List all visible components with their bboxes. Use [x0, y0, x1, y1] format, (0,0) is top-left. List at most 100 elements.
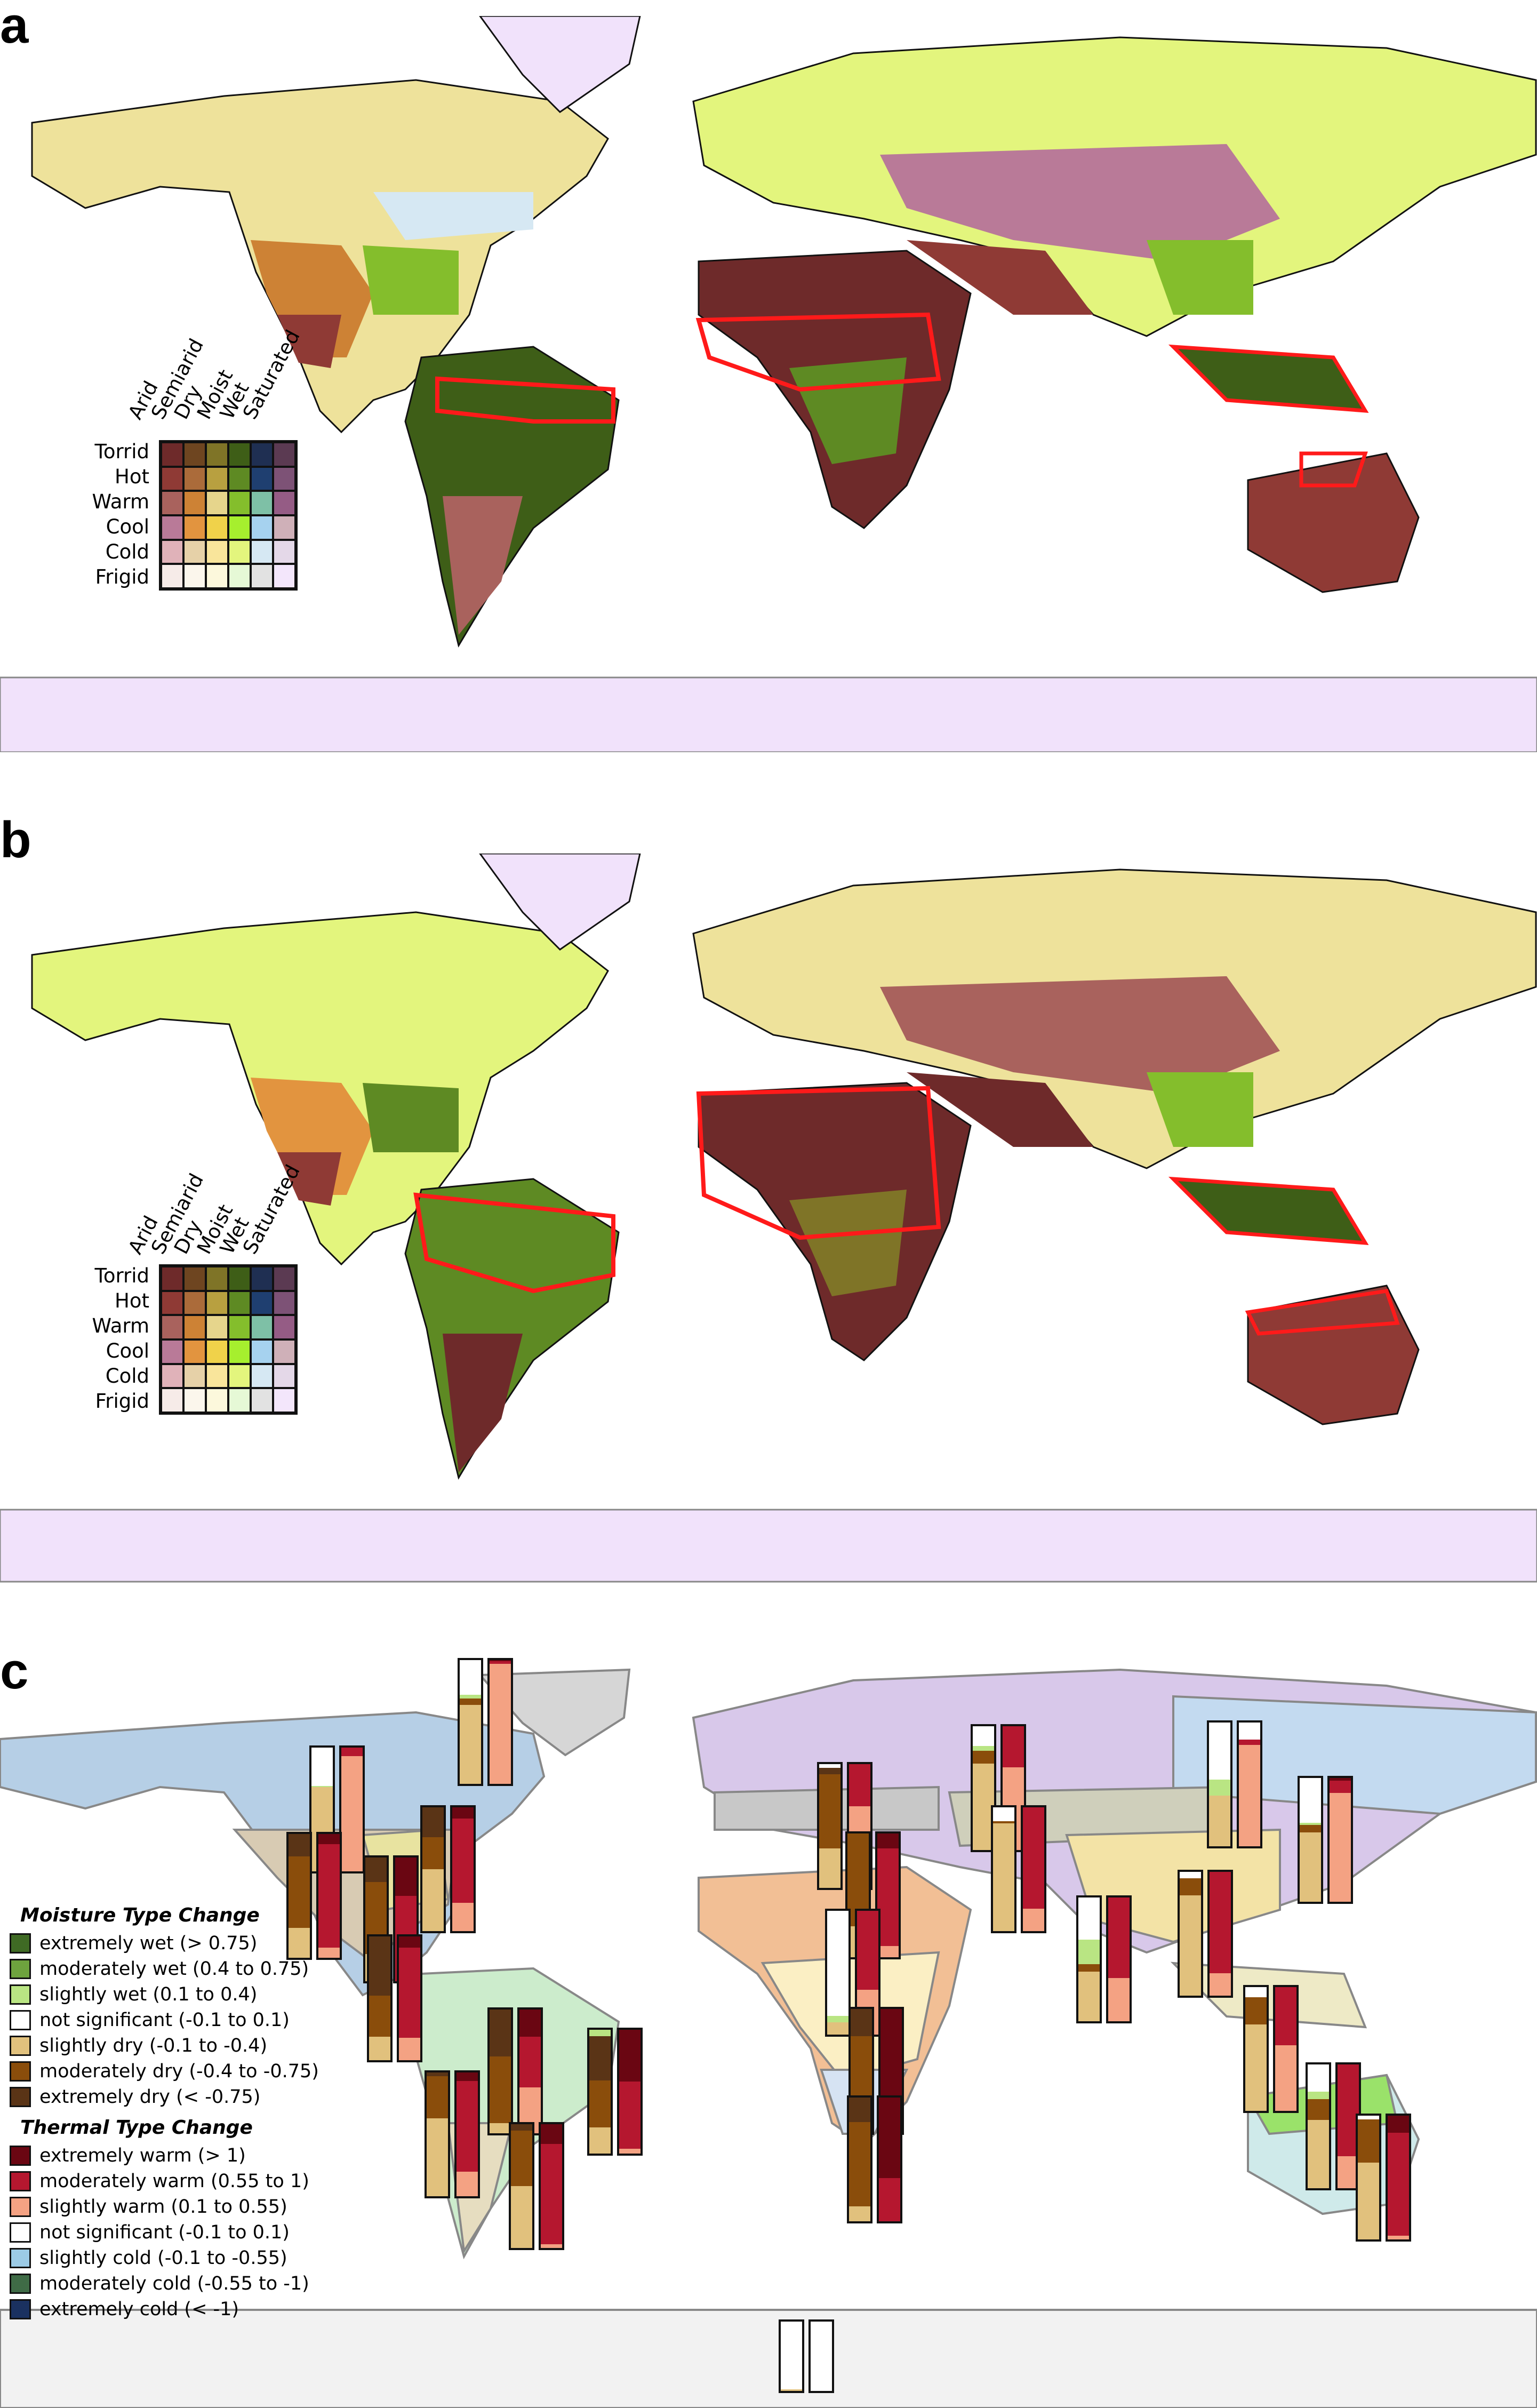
segment-slightly-warm	[1330, 1792, 1351, 1902]
segment-moderately-dry	[422, 1837, 444, 1869]
thermal-type-change-legend: Thermal Type Change extremely warm (> 1)…	[10, 2117, 309, 2322]
moisture-change-bar	[1178, 1870, 1203, 1998]
segment-moderately-dry	[819, 1774, 840, 1848]
climate-cell-torrid-moist	[229, 1267, 250, 1290]
segment-moderately-warm	[1023, 1807, 1044, 1909]
legend-item-slightly-warm: slightly warm (0.1 to 0.55)	[10, 2194, 309, 2220]
segment-slightly-dry	[1078, 1972, 1100, 2021]
segment-slightly-warm	[541, 2244, 562, 2248]
climate-cell-cold-semiarid	[185, 540, 205, 563]
legend-item-not-significant: not significant (-0.1 to 0.1)	[10, 2220, 309, 2245]
legend-label: slightly cold (-0.1 to -0.55)	[39, 2247, 287, 2269]
australia-landmass	[1247, 452, 1420, 593]
row-label-frigid: Frigid	[95, 1390, 149, 1413]
row-label-hot: Hot	[115, 1289, 149, 1312]
climate-cell-torrid-saturated	[274, 443, 294, 466]
climate-cell-frigid-arid	[162, 1389, 182, 1412]
segment-extremely-dry	[422, 1807, 444, 1837]
swatch	[10, 2197, 31, 2217]
climate-cell-hot-wet	[252, 1291, 272, 1314]
swatch	[10, 2299, 31, 2319]
row-label-cool: Cool	[106, 1339, 149, 1362]
climate-cell-hot-moist	[229, 467, 250, 490]
climate-cell-hot-saturated	[274, 1291, 294, 1314]
climate-color-grid	[159, 440, 298, 591]
legend-label: moderately warm (0.55 to 1)	[39, 2171, 309, 2192]
antarctica-landmass	[0, 2309, 1537, 2408]
segment-not-significant	[827, 1911, 848, 2016]
climate-cell-warm-saturated	[274, 1316, 294, 1338]
bar-pair-northern-north-america	[309, 1745, 365, 1873]
segment-moderately-warm	[879, 2178, 900, 2221]
moisture-change-bar	[587, 2028, 613, 2156]
segment-moderately-warm	[1275, 1987, 1296, 2046]
segment-moderately-warm	[399, 1947, 420, 2038]
climate-cell-torrid-wet	[252, 1267, 272, 1290]
climate-cell-hot-saturated	[274, 467, 294, 490]
segment-moderately-dry	[1078, 1964, 1100, 1972]
segment-slightly-dry	[511, 2186, 532, 2248]
legend-label: slightly dry (-0.1 to -0.4)	[39, 2035, 268, 2056]
segment-slightly-dry	[289, 1928, 310, 1958]
segment-not-significant	[781, 2322, 802, 2390]
thermal-change-bar	[339, 1745, 365, 1873]
segment-extremely-dry	[819, 1767, 840, 1774]
segment-extremely-dry	[851, 2009, 872, 2037]
climate-cell-cold-wet	[252, 1365, 272, 1388]
row-label-frigid: Frigid	[95, 565, 149, 588]
legend-item-extremely-wet: extremely wet (> 0.75)	[10, 1931, 319, 1956]
climate-cell-cool-saturated	[274, 516, 294, 539]
row-label-warm: Warm	[92, 490, 150, 513]
climate-cell-frigid-arid	[162, 565, 182, 587]
swatch	[10, 2222, 31, 2243]
segment-slightly-dry	[422, 1869, 444, 1931]
climate-cell-hot-wet	[252, 467, 272, 490]
legend-item-moderately-dry: moderately dry (-0.4 to -0.75)	[10, 2059, 319, 2084]
climate-map-b	[0, 854, 1537, 1584]
segment-slightly-dry	[589, 2127, 611, 2154]
legend-label: slightly warm (0.1 to 0.55)	[39, 2196, 287, 2218]
segment-slightly-dry	[1209, 1795, 1230, 1846]
moisture-change-bar	[487, 2007, 513, 2135]
panel-label-b: b	[0, 811, 31, 868]
climate-cell-hot-moist	[229, 1291, 250, 1314]
climate-cell-torrid-arid	[162, 1267, 182, 1290]
segment-slightly-dry	[460, 1704, 481, 1784]
segment-slightly-wet	[1209, 1783, 1230, 1796]
climate-cell-frigid-saturated	[274, 1389, 294, 1412]
climate-cell-cold-arid	[162, 1365, 182, 1388]
swatch	[10, 2274, 31, 2294]
swatch	[10, 2248, 31, 2268]
segment-extremely-warm	[880, 2009, 902, 2106]
segment-slightly-dry	[827, 2022, 848, 2035]
segment-moderately-dry	[369, 1996, 390, 2037]
segment-moderately-dry	[460, 1698, 481, 1705]
segment-extremely-warm	[457, 2072, 478, 2082]
segment-extremely-dry	[427, 2072, 448, 2076]
thermal-change-bar	[316, 1832, 342, 1960]
segment-extremely-warm	[395, 1857, 417, 1896]
segment-extremely-warm	[619, 2030, 641, 2082]
thermal-change-bar	[617, 2028, 643, 2156]
climate-cell-frigid-semiarid	[185, 565, 205, 587]
segment-not-significant	[1078, 1897, 1100, 1940]
moisture-change-bar	[847, 2095, 872, 2223]
row-label-torrid: Torrid	[94, 1264, 150, 1287]
thermal-change-bar	[450, 1805, 476, 1933]
moisture-change-bar	[825, 1909, 851, 2037]
row-label-cold: Cold	[105, 1365, 149, 1388]
segment-slightly-dry	[973, 1763, 994, 1850]
thermal-change-bar	[397, 1934, 422, 2062]
climate-cell-warm-dry	[207, 1316, 227, 1338]
legend-label: not significant (-0.1 to 0.1)	[39, 2010, 290, 2031]
legend-item-slightly-wet: slightly wet (0.1 to 0.4)	[10, 1982, 319, 2007]
climate-cell-frigid-saturated	[274, 565, 294, 587]
climate-cell-cool-semiarid	[185, 1341, 205, 1363]
segment-not-significant	[311, 1748, 333, 1786]
moisture-change-bar	[779, 2319, 804, 2393]
swatch	[10, 2146, 31, 2166]
climate-cell-hot-dry	[207, 467, 227, 490]
climate-cell-cold-semiarid	[185, 1365, 205, 1388]
climate-cell-frigid-moist	[229, 1389, 250, 1412]
segment-slightly-warm	[1338, 2156, 1359, 2188]
